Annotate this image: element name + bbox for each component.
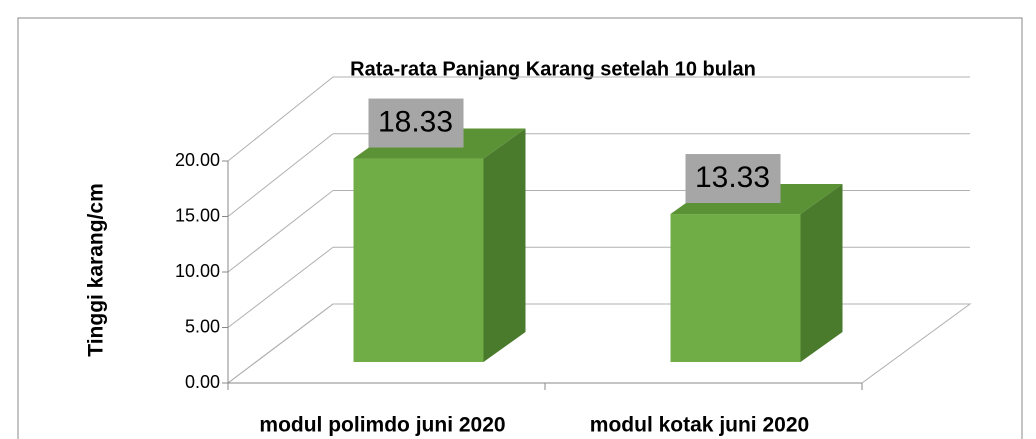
grid-line bbox=[227, 246, 334, 328]
value-label: 13.33 bbox=[695, 161, 770, 194]
bar bbox=[670, 214, 801, 362]
value-label-box bbox=[368, 98, 464, 148]
y-tick-label: 0.00 bbox=[185, 372, 220, 392]
grid-line bbox=[227, 303, 334, 384]
chart-title: Rata-rata Panjang Karang setelah 10 bula… bbox=[350, 58, 756, 80]
bar-side bbox=[800, 184, 843, 362]
grid-line bbox=[227, 190, 334, 273]
bar-side bbox=[483, 128, 526, 362]
x-tick-label: modul kotak juni 2020 bbox=[590, 414, 809, 437]
y-tick-label: 5.00 bbox=[185, 316, 220, 336]
x-tick-label: modul polimdo juni 2020 bbox=[259, 414, 505, 437]
value-label-box bbox=[685, 154, 781, 204]
y-tick-label: 10.00 bbox=[175, 261, 220, 281]
y-tick-label: 20.00 bbox=[175, 150, 220, 170]
grid-line bbox=[227, 133, 334, 217]
y-tick-label: 15.00 bbox=[175, 205, 220, 225]
value-label: 18.33 bbox=[378, 105, 453, 138]
bar bbox=[353, 158, 484, 362]
grid-line bbox=[227, 76, 334, 162]
y-axis-label: Tinggi karang/cm bbox=[85, 183, 108, 357]
